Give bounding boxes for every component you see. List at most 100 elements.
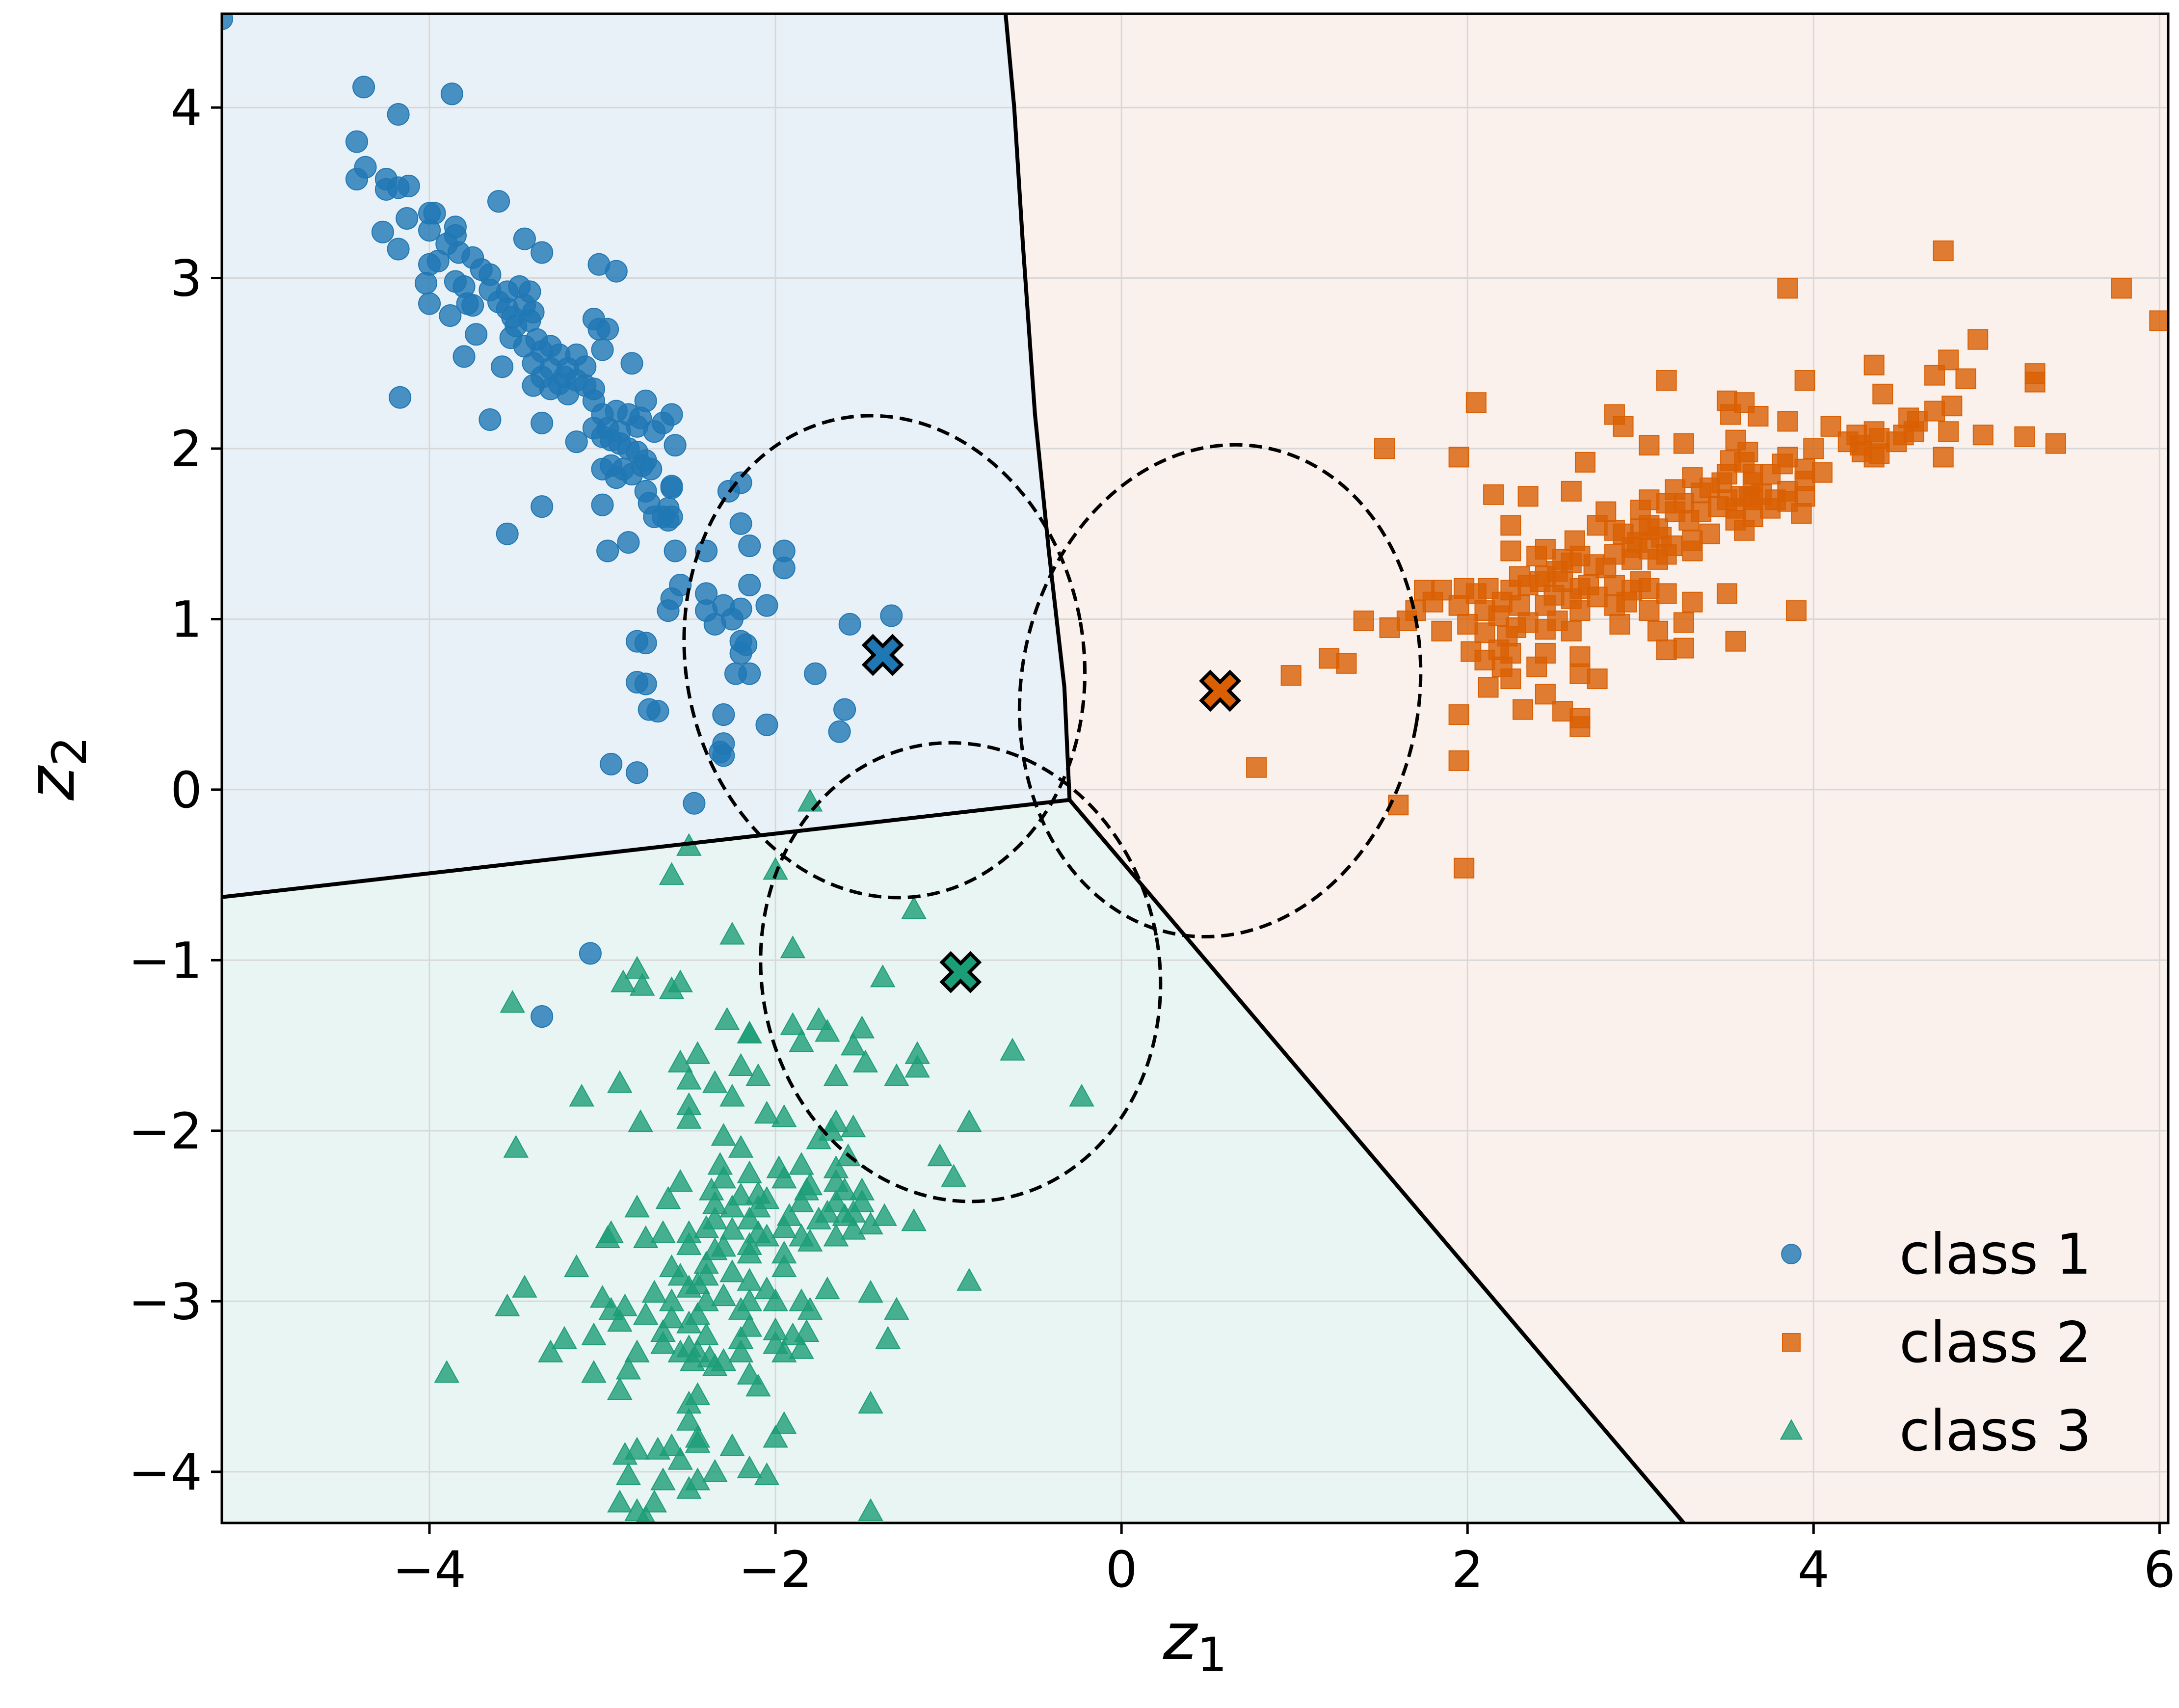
point-class-3-74 [655, 1186, 681, 1209]
point-class-3-169 [434, 1360, 459, 1383]
point-class-2-182 [1474, 649, 1495, 670]
point-class-2-146 [1509, 595, 1530, 616]
point-class-1-141 [838, 613, 861, 636]
axis-ticks: −4 −2 0 2 4 6 −4 −3 −2 −1 0 1 2 3 4 [129, 79, 2176, 1599]
point-class-1-142 [880, 604, 903, 627]
point-class-1-2 [387, 103, 410, 126]
point-class-3-153 [552, 1326, 577, 1349]
point-class-1-105 [639, 457, 663, 480]
y-tick-label-2: −2 [129, 1102, 202, 1161]
point-class-2-0 [1933, 240, 1954, 261]
point-class-1-85 [478, 408, 502, 431]
point-class-3-4 [901, 896, 927, 919]
legend: class 1 class 2 class 3 [1780, 1222, 2092, 1464]
point-class-2-142 [1587, 587, 1608, 608]
point-class-2-54 [1574, 452, 1595, 473]
point-class-3-126 [711, 1283, 737, 1307]
point-class-3-58 [711, 1166, 737, 1189]
point-class-2-197 [1569, 716, 1591, 737]
point-class-3-97 [754, 1224, 780, 1247]
point-class-3-159 [624, 1339, 650, 1362]
point-class-3-154 [650, 1331, 676, 1354]
point-class-3-94 [841, 1217, 866, 1240]
y-axis-label: z2 [14, 736, 97, 801]
point-class-1-126 [695, 539, 718, 562]
point-class-1-15 [418, 219, 441, 242]
point-class-2-194 [1552, 701, 1573, 722]
y-axis-label-main: z [14, 765, 89, 801]
point-class-1-120 [660, 506, 683, 528]
point-class-3-5 [719, 922, 745, 945]
point-class-2-158 [1488, 605, 1509, 626]
point-class-3-131 [763, 1288, 788, 1311]
point-class-2-6 [1863, 354, 1885, 375]
point-class-3-86 [806, 1206, 831, 1229]
point-class-3-106 [633, 1225, 659, 1248]
y-tick-label-7: 3 [170, 250, 202, 308]
point-class-1-77 [389, 386, 412, 409]
point-class-3-142 [607, 1308, 633, 1332]
point-class-2-144 [1717, 583, 1738, 604]
y-tick-label-6: 2 [170, 420, 202, 479]
point-class-1-125 [664, 539, 687, 562]
point-class-3-19 [815, 1019, 840, 1042]
point-class-1-99 [664, 434, 687, 457]
point-class-1-164 [683, 792, 706, 815]
class-centroids [861, 634, 1242, 993]
point-class-1-138 [755, 594, 778, 617]
point-class-3-199 [636, 1505, 656, 1523]
point-class-1-86 [531, 411, 554, 434]
data-points [222, 14, 2168, 1523]
point-class-1-92 [651, 411, 674, 434]
point-class-1-111 [660, 476, 683, 499]
point-class-3-125 [858, 1280, 883, 1303]
point-class-3-123 [641, 1280, 667, 1303]
point-class-3-46 [841, 1114, 866, 1138]
point-class-3-120 [676, 1275, 702, 1298]
point-class-3-167 [680, 1348, 705, 1371]
point-class-1-66 [620, 352, 643, 375]
point-class-2-116 [1621, 549, 1643, 570]
point-class-2-38 [2045, 433, 2066, 454]
point-class-2-27 [1938, 421, 1959, 442]
point-class-3-37 [719, 1084, 745, 1107]
legend-label-2: class 2 [1899, 1310, 2092, 1375]
point-class-3-57 [737, 1160, 762, 1183]
point-class-2-161 [1396, 610, 1417, 631]
point-class-2-89 [1791, 503, 1812, 524]
point-class-3-189 [702, 1459, 728, 1482]
point-class-3-166 [702, 1353, 728, 1376]
point-class-3-129 [693, 1288, 719, 1311]
point-class-2-198 [1448, 750, 1469, 771]
point-class-3-105 [595, 1225, 620, 1248]
point-class-1-19 [371, 220, 394, 243]
series-1 [222, 14, 903, 1028]
point-class-3-27 [728, 1053, 754, 1076]
point-class-2-115 [1535, 539, 1556, 560]
point-class-3-124 [815, 1276, 840, 1300]
point-class-1-148 [804, 662, 827, 685]
point-class-3-50 [728, 1135, 754, 1158]
x-axis-label: z1 [1163, 1599, 1227, 1682]
point-class-2-1 [1777, 278, 1798, 299]
axis-labels: z1 z2 [14, 736, 1227, 1682]
point-class-1-124 [617, 531, 640, 554]
point-class-1-26 [426, 249, 450, 272]
point-class-1-14 [396, 207, 419, 230]
ellipse-class-2 [1017, 443, 1423, 939]
point-class-3-118 [957, 1268, 982, 1291]
point-class-3-162 [771, 1339, 797, 1362]
point-class-2-181 [1656, 640, 1677, 661]
point-class-3-33 [823, 1063, 849, 1086]
point-class-2-109 [1682, 540, 1703, 561]
point-class-3-22 [841, 1033, 866, 1056]
point-class-3-26 [667, 1049, 693, 1073]
point-class-1-122 [496, 522, 519, 545]
point-class-2-186 [1336, 653, 1357, 674]
point-class-2-41 [1863, 447, 1885, 468]
point-class-2-37 [1886, 431, 1907, 453]
point-class-2-117 [1648, 549, 1669, 570]
point-class-3-161 [728, 1339, 754, 1362]
grid-lines [222, 14, 2168, 1523]
point-class-1-116 [531, 495, 554, 518]
